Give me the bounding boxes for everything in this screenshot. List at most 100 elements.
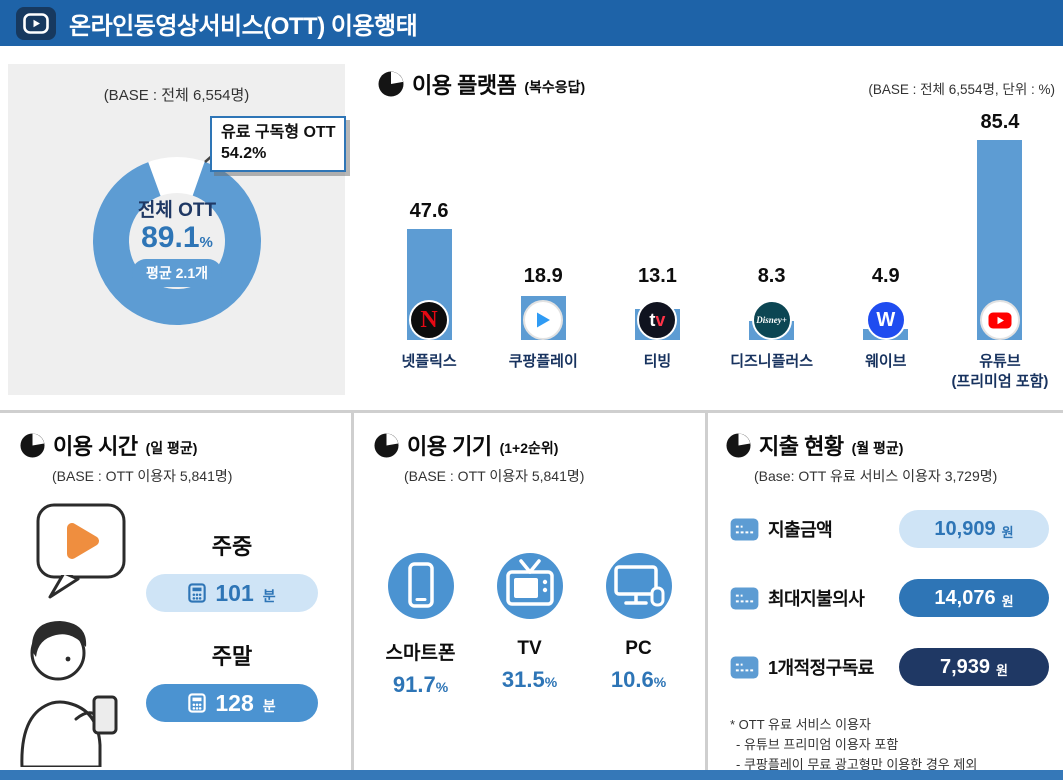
spend-amount-pill: 10,909 원 — [899, 510, 1049, 548]
bar-column-coupang-play: 18.9 쿠팡플레이 — [486, 106, 600, 391]
max-willingness-pill: 14,076 원 — [899, 579, 1049, 617]
device-row: 스마트폰 91.7% TV 31.5% — [366, 553, 693, 698]
spending-section: 지출 현황 (월 평균) (Base: OTT 유료 서비스 이용자 3,729… — [708, 413, 1063, 772]
device-smartphone: 스마트폰 91.7% — [366, 553, 475, 698]
weekend-minutes: 128 — [215, 689, 254, 716]
wavve-icon: W — [865, 300, 906, 340]
calculator-icon — [188, 583, 207, 603]
tv-icon — [496, 553, 563, 619]
callout-value: 54.2% — [221, 144, 267, 162]
average-count-badge: 평균 2.1개 — [132, 258, 222, 287]
weekend-minutes-pill: 128 분 — [146, 684, 318, 722]
platform-base-text: (BASE : 전체 6,554명, 단위 : %) — [868, 82, 1055, 97]
overview-base-text: (BASE : 전체 6,554명) — [103, 87, 250, 104]
bar-value: 8.3 — [757, 265, 786, 287]
pie-chart-icon — [374, 432, 399, 458]
spend-row-fair-subscription: 1개적정구독료 7,939 원 — [730, 647, 1049, 687]
bar-label: 티빙 — [643, 353, 672, 370]
minutes-unit: 분 — [262, 697, 276, 714]
bar-label: 디즈니플러스 — [730, 353, 813, 370]
card-icon — [730, 586, 759, 610]
vertical-divider — [351, 413, 354, 770]
bar-label: 쿠팡플레이 — [508, 353, 578, 370]
youtube-icon — [979, 300, 1020, 340]
donut-center: 전체 OTT 89.1% 평균 2.1개 — [82, 146, 272, 336]
platform-section-title: 이용 플랫폼 — [412, 73, 517, 98]
donut-arc — [93, 156, 261, 325]
weekday-minutes-pill: 101 분 — [146, 574, 318, 612]
spend-label: 지출금액 — [768, 520, 833, 540]
footnote-line: * OTT 유료 서비스 이용자 — [730, 717, 871, 732]
time-section-title: 이용 시간 — [53, 434, 138, 459]
spending-base-text: (Base: OTT 유료 서비스 이용자 3,729명) — [754, 468, 998, 484]
spending-section-title: 지출 현황 — [759, 434, 844, 459]
bar-value: 13.1 — [637, 265, 677, 287]
donut-center-value: 89.1% — [141, 221, 213, 255]
card-icon — [730, 517, 759, 541]
bar-value: 85.4 — [980, 111, 1020, 133]
calculator-icon — [188, 693, 207, 713]
bottom-accent-bar — [0, 770, 1063, 780]
ott-usage-donut-chart: 전체 OTT 89.1% 평균 2.1개 — [82, 146, 272, 336]
donut-center-label: 전체 OTT — [137, 200, 217, 222]
footnote-line: - 유튜브 프리미엄 이용자 포함 — [736, 737, 899, 753]
time-base-text: (BASE : OTT 이용자 5,841명) — [52, 468, 233, 484]
weekday-label: 주중 — [211, 534, 253, 559]
disney-plus-icon: Disney+ — [751, 300, 792, 340]
bar-label: 유튜브 (프리미엄 포함) — [951, 353, 1049, 390]
bar-column-youtube: 85.4 유튜브 (프리미엄 포함) — [943, 106, 1057, 391]
bar-value: 47.6 — [409, 200, 449, 222]
platform-bar-chart: 47.6 N 넷플릭스 18.9 쿠팡플레이 — [372, 106, 1057, 391]
footnotes: * OTT 유료 서비스 이용자 - 유튜브 프리미엄 이용자 포함 - 쿠팡플… — [730, 715, 977, 775]
footnote-line: - 쿠팡플레이 무료 광고형만 이용한 경우 제외 — [736, 757, 978, 773]
bar-column-wavve: 4.9 W 웨이브 — [829, 106, 943, 391]
pie-chart-icon — [378, 71, 404, 97]
minutes-unit: 분 — [262, 587, 276, 604]
spend-label: 1개적정구독료 — [768, 658, 874, 678]
device-section-subtitle: (1+2순위) — [499, 439, 559, 456]
weekend-label: 주말 — [211, 644, 253, 669]
device-label: PC — [625, 638, 652, 659]
time-section-subtitle: (일 평균) — [145, 439, 198, 456]
callout-label: 유료 구독형 OTT — [221, 124, 336, 141]
device-tv: TV 31.5% — [475, 553, 584, 698]
bar-value: 4.9 — [871, 265, 900, 287]
device-base-text: (BASE : OTT 이용자 5,841명) — [404, 468, 585, 484]
vertical-divider — [705, 413, 708, 770]
spend-row-max-willingness: 최대지불의사 14,076 원 — [730, 578, 1049, 618]
bar-value: 18.9 — [523, 265, 563, 287]
spending-section-header: 지출 현황 (월 평균) — [726, 429, 903, 461]
time-rows: 주중 101 분 주말 128 분 — [146, 529, 318, 722]
fair-subscription-pill: 7,939 원 — [899, 648, 1049, 686]
device-value: 10.6% — [610, 667, 667, 692]
pie-chart-icon — [20, 432, 45, 458]
device-pc: PC 10.6% — [584, 553, 693, 698]
device-label: TV — [517, 638, 542, 659]
bar-label: 웨이브 — [865, 353, 907, 370]
spending-section-subtitle: (월 평균) — [851, 439, 904, 456]
device-value: 91.7% — [392, 672, 449, 697]
bar-label: 넷플릭스 — [401, 353, 457, 370]
device-section: 이용 기기 (1+2순위) (BASE : OTT 이용자 5,841명) 스마… — [354, 413, 705, 770]
platform-section-header: 이용 플랫폼 (복수응답) — [378, 68, 585, 100]
bar-column-disney-plus: 8.3 Disney+ 디즈니플러스 — [715, 106, 829, 391]
horizontal-divider — [0, 410, 1063, 413]
overview-panel: (BASE : 전체 6,554명) 전체 OTT 89.1% 평균 2.1개 … — [8, 64, 347, 395]
spend-row-amount: 지출금액 10,909 원 — [730, 509, 1049, 549]
video-play-icon — [16, 6, 56, 40]
pc-icon — [605, 553, 672, 619]
platform-section-subtitle: (복수응답) — [524, 78, 586, 95]
device-section-title: 이용 기기 — [407, 434, 492, 459]
weekday-minutes: 101 — [215, 579, 254, 606]
header: 온라인동영상서비스(OTT) 이용행태 — [0, 0, 1063, 46]
person-watching-phone-illustration — [20, 503, 126, 767]
device-section-header: 이용 기기 (1+2순위) — [374, 429, 558, 461]
device-value: 31.5% — [501, 667, 558, 692]
coupang-play-icon — [523, 300, 564, 340]
smartphone-icon — [387, 553, 454, 619]
page-title: 온라인동영상서비스(OTT) 이용행태 — [69, 12, 418, 40]
spend-label: 최대지불의사 — [768, 589, 865, 609]
